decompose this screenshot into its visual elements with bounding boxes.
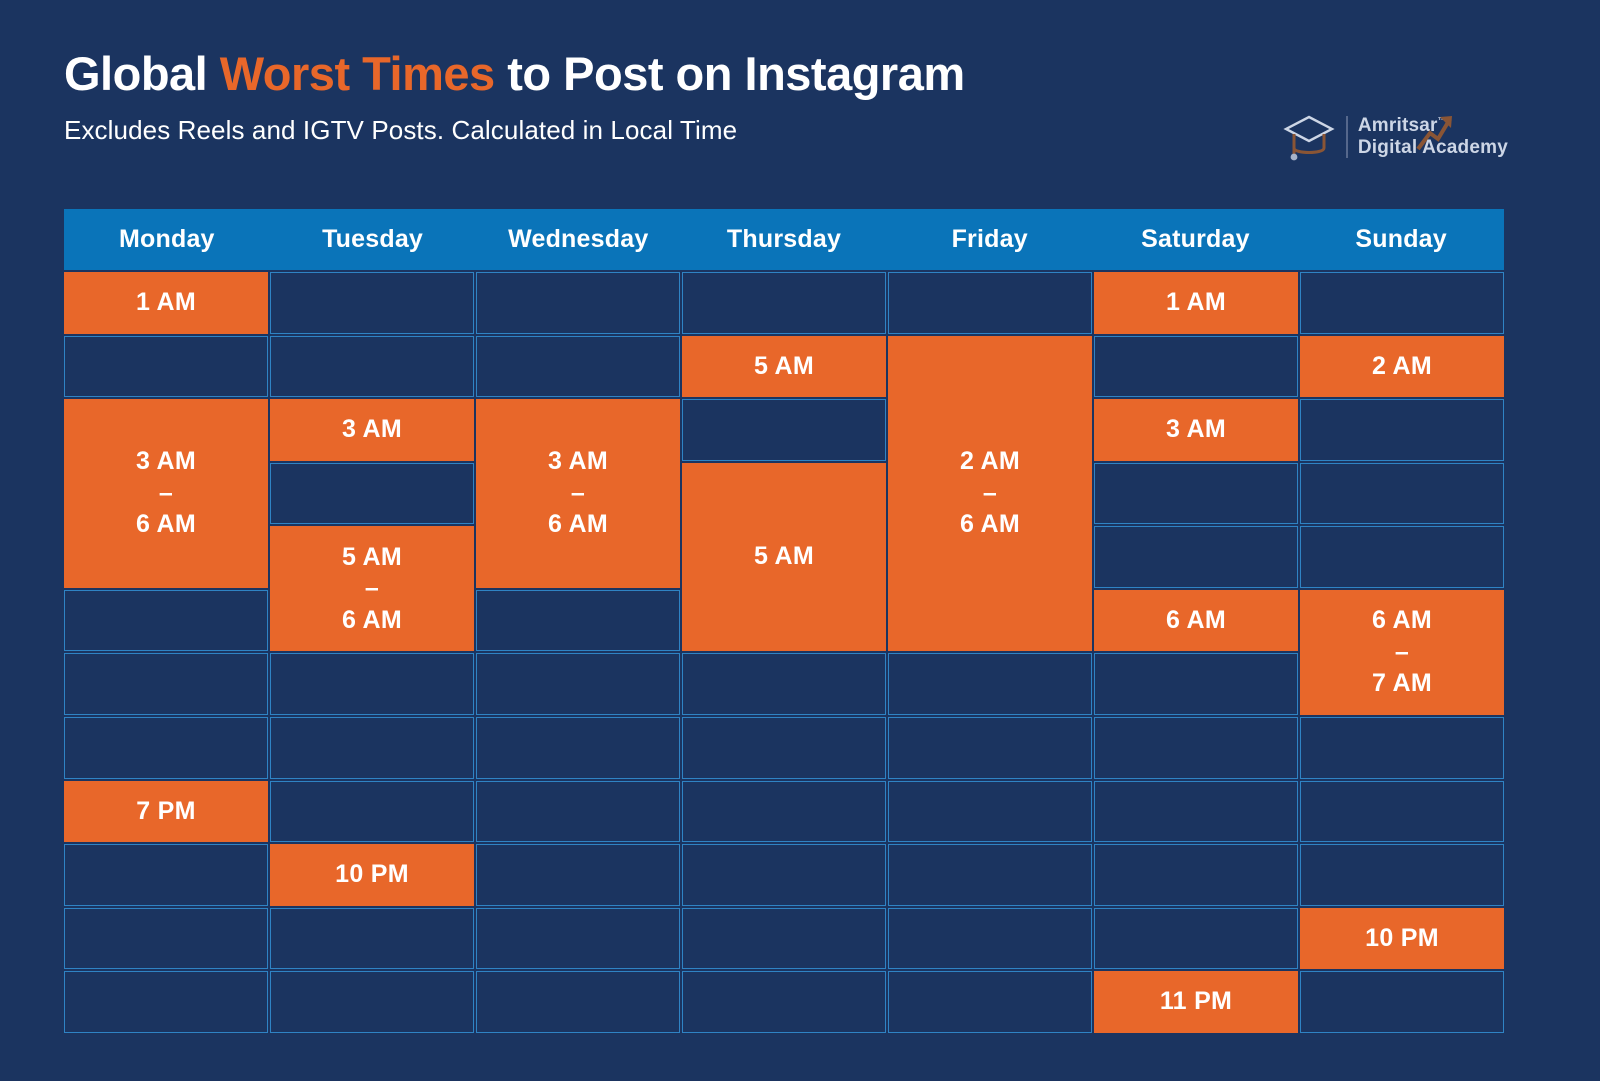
- grid-cell-empty: [64, 907, 268, 970]
- trademark-icon: ™: [1437, 115, 1447, 126]
- growth-arrow-icon: [1414, 111, 1458, 153]
- grid-cell-empty: [476, 971, 680, 1033]
- table-body-grid: 1 AM 3 AM – 6 AM 7 PM 3 AM 5 AM – 6 AM 10 PM 3…: [64, 270, 1504, 1033]
- grid-cell-empty: [682, 907, 886, 970]
- grid-cell-empty: [1300, 717, 1504, 779]
- grid-cell-empty: [888, 971, 1092, 1033]
- worst-time-slot[interactable]: 2 AM – 6 AM: [888, 335, 1092, 652]
- grid-cell-empty: [682, 653, 886, 716]
- column-header-sunday: Sunday: [1355, 225, 1447, 253]
- grid-cell-empty: [64, 971, 268, 1033]
- grid-cell-empty: [682, 844, 886, 906]
- grid-cell-empty: [888, 844, 1092, 906]
- grid-cell-empty: [888, 780, 1092, 843]
- worst-time-slot[interactable]: 6 AM – 7 AM: [1300, 589, 1504, 716]
- title-segment-1: Global: [64, 47, 220, 100]
- grid-cell-empty: [476, 653, 680, 716]
- logo-wordmark: Amritsar™ Digital Academy: [1358, 115, 1508, 160]
- worst-time-slot[interactable]: 3 AM: [270, 399, 474, 461]
- grid-cell-empty: [270, 653, 474, 716]
- worst-time-slot[interactable]: 1 AM: [64, 272, 268, 334]
- worst-time-slot[interactable]: 10 PM: [270, 844, 474, 906]
- page-header: Global Worst Times to Post on Instagram …: [64, 47, 1504, 146]
- grid-cell-empty: [1094, 335, 1298, 398]
- worst-time-slot[interactable]: 5 AM: [682, 462, 886, 652]
- grid-cell-empty: [1300, 462, 1504, 525]
- grid-cell-empty: [64, 335, 268, 398]
- grid-cell-empty: [888, 653, 1092, 716]
- grid-cell-empty: [476, 907, 680, 970]
- grid-cell-empty: [1094, 717, 1298, 779]
- grid-cell-empty: [270, 335, 474, 398]
- grid-cell-empty: [682, 399, 886, 461]
- grid-cell-empty: [1300, 971, 1504, 1033]
- grid-cell-empty: [476, 272, 680, 334]
- worst-time-slot[interactable]: 10 PM: [1300, 907, 1504, 970]
- page-title: Global Worst Times to Post on Instagram: [64, 47, 1504, 101]
- worst-time-slot[interactable]: 6 AM: [1094, 589, 1298, 652]
- column-header-thursday: Thursday: [726, 225, 842, 253]
- worst-time-slot[interactable]: 3 AM – 6 AM: [64, 399, 268, 588]
- logo-line-2: Digital Academy: [1357, 137, 1508, 158]
- table-header-row: Monday Tuesday Wednesday Thursday Friday Satu…: [64, 209, 1504, 270]
- grid-cell-empty: [476, 335, 680, 398]
- grid-cell-empty: [1300, 399, 1504, 461]
- worst-time-slot[interactable]: 3 AM – 6 AM: [476, 399, 680, 588]
- column-header-friday: Friday: [951, 225, 1028, 253]
- grid-cell-empty: [888, 717, 1092, 779]
- grid-cell-empty: [682, 272, 886, 334]
- grid-cell-empty: [476, 844, 680, 906]
- worst-time-slot[interactable]: 1 AM: [1094, 272, 1298, 334]
- grid-cell-empty: [1300, 780, 1504, 843]
- worst-time-slot[interactable]: 2 AM: [1300, 335, 1504, 398]
- title-segment-2: to Post on Instagram: [494, 47, 965, 100]
- grid-cell-empty: [270, 717, 474, 779]
- grid-cell-empty: [270, 462, 474, 525]
- grid-cell-empty: [64, 717, 268, 779]
- grid-cell-empty: [476, 717, 680, 779]
- grid-cell-empty: [1094, 844, 1298, 906]
- logo-line-1: Amritsar: [1357, 114, 1438, 136]
- column-header-wednesday: Wednesday: [508, 225, 649, 253]
- grid-cell-empty: [270, 971, 474, 1033]
- grid-cell-empty: [1094, 526, 1298, 588]
- title-segment-accent: Worst Times: [219, 47, 495, 100]
- column-header-monday: Monday: [119, 225, 215, 253]
- grid-cell-empty: [476, 589, 680, 652]
- grid-cell-empty: [1300, 844, 1504, 906]
- grid-cell-empty: [64, 844, 268, 906]
- grid-cell-empty: [1094, 907, 1298, 970]
- grid-cell-empty: [270, 272, 474, 334]
- grid-cell-empty: [888, 272, 1092, 334]
- grid-cell-empty: [270, 907, 474, 970]
- worst-time-slot[interactable]: 11 PM: [1094, 971, 1298, 1033]
- worst-times-heatmap: Monday Tuesday Wednesday Thursday Friday Satu…: [64, 209, 1504, 1033]
- grid-cell-empty: [1300, 272, 1504, 334]
- grid-cell-empty: [270, 780, 474, 843]
- worst-time-slot[interactable]: 7 PM: [64, 780, 268, 843]
- brand-logo: Amritsar™ Digital Academy: [1282, 112, 1508, 162]
- graduation-cap-icon: [1282, 112, 1336, 162]
- worst-time-slot[interactable]: 5 AM: [682, 335, 886, 398]
- grid-cell-empty: [1300, 526, 1504, 588]
- grid-cell-empty: [888, 907, 1092, 970]
- grid-cell-empty: [682, 780, 886, 843]
- grid-cell-empty: [682, 971, 886, 1033]
- worst-time-slot[interactable]: 3 AM: [1094, 399, 1298, 461]
- page-subtitle: Excludes Reels and IGTV Posts. Calculate…: [64, 114, 738, 145]
- grid-cell-empty: [64, 589, 268, 652]
- grid-cell-empty: [476, 780, 680, 843]
- grid-cell-empty: [682, 717, 886, 779]
- column-header-tuesday: Tuesday: [322, 225, 424, 253]
- grid-cell-empty: [1094, 653, 1298, 716]
- grid-cell-empty: [64, 653, 268, 716]
- column-header-saturday: Saturday: [1141, 225, 1250, 253]
- grid-cell-empty: [1094, 780, 1298, 843]
- logo-divider: [1345, 116, 1348, 158]
- grid-cell-empty: [1094, 462, 1298, 525]
- worst-time-slot[interactable]: 5 AM – 6 AM: [270, 526, 474, 652]
